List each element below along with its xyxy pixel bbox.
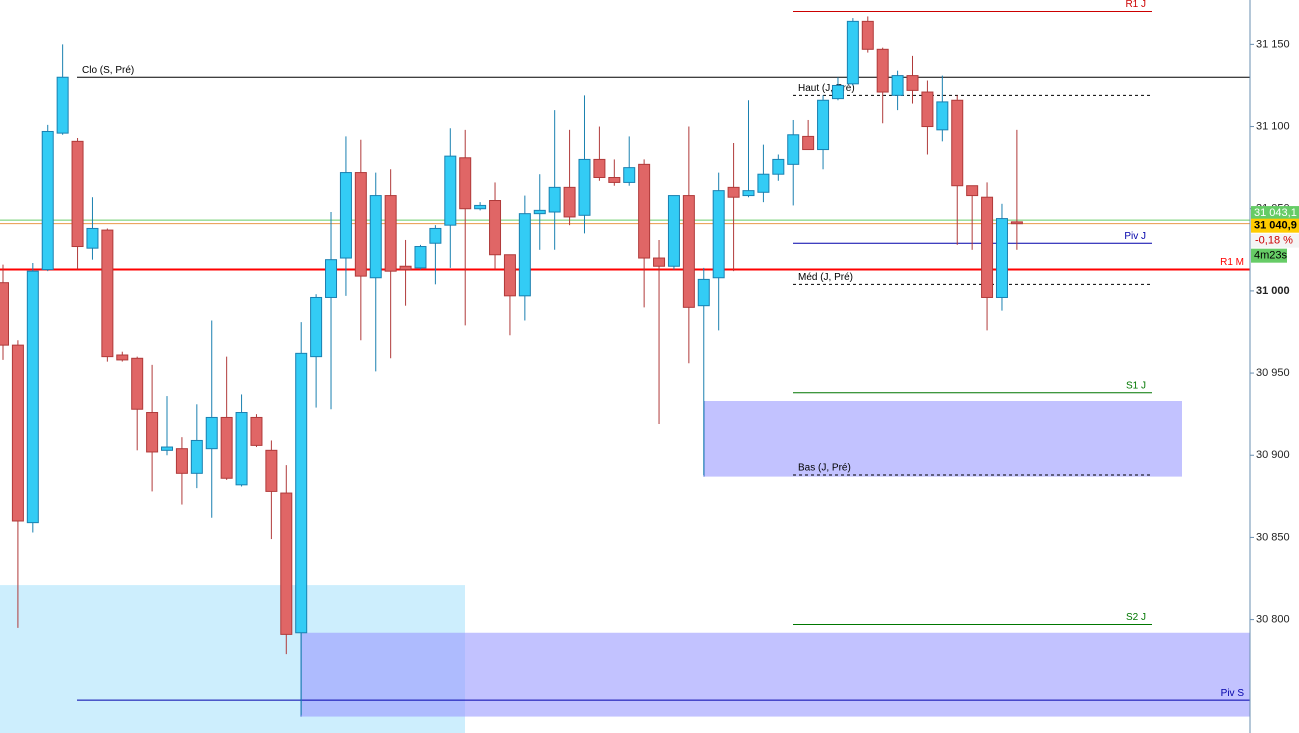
candle-body <box>26 270 39 524</box>
candle-body <box>533 209 546 215</box>
candle-body <box>11 344 24 522</box>
candle-body <box>697 278 710 307</box>
candle-body <box>235 412 248 486</box>
candle-body <box>563 186 576 218</box>
timer-label: 4m23s <box>1254 250 1288 262</box>
candle-body <box>936 101 949 131</box>
level-label: Piv S <box>1221 688 1245 699</box>
candle-body <box>459 157 472 210</box>
price-tag-label: 31 043,1 <box>1254 207 1297 219</box>
candle-body <box>56 76 69 134</box>
level-label: R1 J <box>1125 0 1146 10</box>
level-label: Clo (S, Pré) <box>82 65 134 76</box>
y-tick-label: 30 950 <box>1256 367 1290 379</box>
candle-body <box>146 412 159 453</box>
candle-body <box>667 195 680 267</box>
candle-body <box>891 75 904 96</box>
candle-body <box>876 48 889 93</box>
candle-body <box>310 296 323 358</box>
candle-body <box>757 173 770 193</box>
candle-body <box>175 448 188 474</box>
candle-body <box>0 282 9 346</box>
candle-body <box>638 163 651 259</box>
candle-body <box>354 172 367 277</box>
candle-body <box>131 357 144 410</box>
candle-body <box>295 352 308 634</box>
level-label: Méd (J, Pré) <box>798 272 853 283</box>
candle-body <box>41 130 54 271</box>
candle-body <box>474 204 487 210</box>
candle-body <box>995 218 1008 298</box>
candle-body <box>921 91 934 128</box>
zone <box>301 632 1250 717</box>
y-tick-label: 31 100 <box>1256 120 1290 132</box>
candle-body <box>846 20 859 85</box>
candle-body <box>861 20 874 50</box>
candle-body <box>906 75 919 91</box>
candle-body <box>787 134 800 165</box>
timer-tag <box>1251 248 1287 263</box>
candle-body <box>280 492 293 635</box>
candle-body <box>727 186 740 198</box>
y-tick-label: 30 850 <box>1256 531 1290 543</box>
level-label: S2 J <box>1126 612 1146 623</box>
level-label: R1 M <box>1220 257 1244 268</box>
level-label: Piv J <box>1124 231 1146 242</box>
candle-body <box>399 265 412 271</box>
candle-body <box>742 190 755 197</box>
candle-body <box>414 246 427 269</box>
y-tick-label: 31 150 <box>1256 38 1290 50</box>
candle-body <box>682 195 695 308</box>
candle-body <box>578 158 591 216</box>
candle-body <box>548 186 561 213</box>
candle-body <box>593 158 606 178</box>
level-label: S1 J <box>1126 380 1146 391</box>
candle-body <box>802 135 815 151</box>
candle-body <box>653 257 666 267</box>
price-tag <box>1251 218 1299 233</box>
y-tick-label: 31 000 <box>1256 285 1290 297</box>
zone <box>704 401 1182 477</box>
candle-body <box>190 439 203 474</box>
change-tag <box>1251 233 1299 248</box>
level-label: Haut (J, Pré) <box>798 83 855 94</box>
candle-body <box>817 99 830 151</box>
candle-body <box>489 200 502 256</box>
candle-body <box>369 195 382 279</box>
y-tick-label: 30 800 <box>1256 614 1290 626</box>
candle-body <box>116 354 129 361</box>
candle-body <box>444 155 457 226</box>
candle-body <box>1010 221 1023 225</box>
level-label: Bas (J, Pré) <box>798 463 851 474</box>
candle-body <box>86 227 99 249</box>
candle-body <box>518 213 531 297</box>
candle-body <box>384 195 397 272</box>
candle-body <box>503 254 516 297</box>
candle-body <box>71 140 84 248</box>
candle-body <box>220 416 233 479</box>
candle-body <box>339 172 352 259</box>
change-label: -0,18 % <box>1255 235 1293 247</box>
candle-body <box>831 84 844 100</box>
candle-body <box>772 158 785 175</box>
price-tag <box>1251 206 1299 221</box>
candle-body <box>205 416 218 450</box>
candle-body <box>951 99 964 187</box>
candle-body <box>101 229 114 358</box>
candle-body <box>966 185 979 197</box>
candle-body <box>712 190 725 279</box>
candle-body <box>623 167 636 183</box>
candle-body <box>981 196 994 298</box>
candle-body <box>325 259 338 298</box>
candle-body <box>608 176 621 183</box>
candle-body <box>265 449 278 492</box>
price-tag-label: 31 040,9 <box>1254 220 1297 232</box>
y-tick-label: 30 900 <box>1256 449 1290 461</box>
candle-body <box>250 416 263 446</box>
candle-body <box>161 446 174 451</box>
candle-body <box>429 227 442 244</box>
